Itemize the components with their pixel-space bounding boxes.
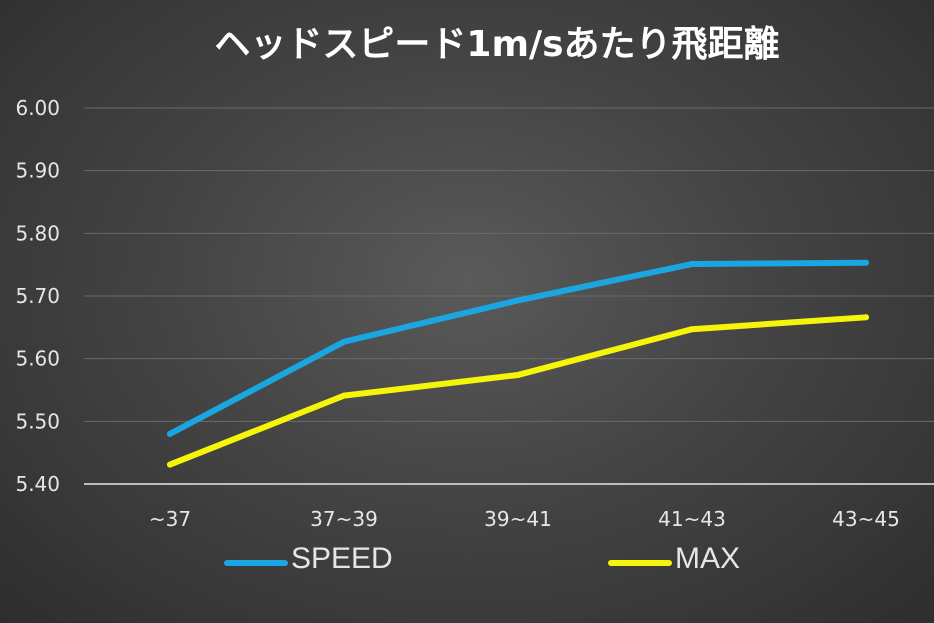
data-point-speed [167, 430, 173, 437]
data-point-max [863, 314, 869, 321]
y-axis-ticks: 5.40 5.50 5.60 5.70 5.80 5.90 6.00 [15, 96, 60, 496]
x-tick-label: ~37 [149, 507, 191, 531]
legend-label-max: MAX [675, 542, 740, 575]
legend: SPEED MAX [224, 542, 740, 575]
y-tick-label: 6.00 [15, 96, 60, 120]
x-tick-label: 39~41 [484, 507, 552, 531]
data-point-speed [515, 297, 521, 304]
data-point-max [689, 326, 695, 333]
y-tick-label: 5.90 [15, 159, 60, 183]
chart-title: ヘッドスピード1m/sあたり飛距離 [214, 24, 779, 65]
y-tick-label: 5.70 [15, 284, 60, 308]
y-tick-label: 5.80 [15, 221, 60, 245]
data-point-max [341, 392, 347, 399]
data-point-speed [689, 261, 695, 268]
y-tick-label: 5.40 [15, 472, 60, 496]
y-tick-label: 5.50 [15, 409, 60, 433]
x-tick-label: 43~45 [832, 507, 900, 531]
y-tick-label: 5.60 [15, 347, 60, 371]
data-point-max [515, 371, 521, 378]
gridlines [84, 107, 934, 485]
data-point-speed [863, 259, 869, 266]
series-line-max [167, 314, 869, 468]
series-layer [167, 259, 869, 468]
x-tick-label: 41~43 [658, 507, 726, 531]
series-line-speed [167, 259, 869, 437]
data-point-speed [341, 338, 347, 345]
x-tick-label: 37~39 [310, 507, 378, 531]
x-axis-ticks: ~37 37~39 39~41 41~43 43~45 [149, 507, 900, 531]
data-point-max [167, 461, 173, 468]
legend-label-speed: SPEED [291, 542, 393, 575]
